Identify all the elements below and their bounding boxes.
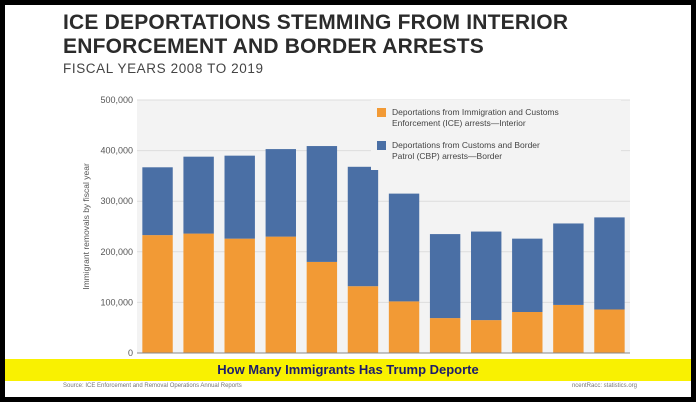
credit-note: ncentRacc: statistics.org — [571, 383, 637, 389]
bar-border — [347, 166, 379, 287]
legend-swatch-interior — [377, 108, 386, 117]
legend-swatch-border — [377, 141, 386, 150]
y-tick-label: 300,000 — [100, 196, 133, 206]
chart-title-line1: ICE DEPORTATIONS STEMMING FROM INTERIOR — [63, 11, 569, 34]
bar-border — [471, 231, 502, 321]
legend-label-interior: Deportations from Immigration and Custom… — [392, 107, 559, 128]
bar-border — [142, 167, 173, 236]
bar-border — [594, 217, 625, 310]
y-tick-label: 500,000 — [100, 95, 133, 105]
caption-banner: How Many Immigrants Has Trump Deporte — [5, 359, 691, 381]
bar-border — [224, 155, 255, 239]
bar-interior — [594, 309, 625, 353]
bar-interior — [471, 320, 502, 353]
bar-interior — [388, 301, 420, 353]
legend-label-border: Deportations from Customs and Border Patr… — [392, 140, 540, 161]
bar-interior — [512, 312, 543, 353]
bar-border — [388, 193, 420, 302]
source-note: Source: ICE Enforcement and Removal Oper… — [63, 383, 242, 389]
bar-border — [183, 156, 214, 234]
bar-border — [265, 149, 296, 237]
chart-title-line2: ENFORCEMENT AND BORDER ARRESTS — [63, 35, 484, 58]
bar-interior — [306, 261, 338, 353]
bar-interior — [142, 235, 173, 353]
bar-interior — [347, 286, 379, 353]
bar-border — [306, 146, 338, 262]
bar-border — [553, 223, 584, 305]
bar-border — [512, 238, 543, 313]
legend-box — [371, 100, 621, 170]
y-axis-label: Immigrant removals by fiscal year — [81, 163, 91, 290]
bar-interior — [429, 318, 461, 353]
chart-frame: ICE DEPORTATIONS STEMMING FROM INTERIOR … — [5, 5, 691, 397]
bar-border — [429, 234, 461, 319]
y-tick-label: 100,000 — [100, 297, 133, 307]
bar-interior — [265, 236, 296, 353]
y-tick-label: 400,000 — [100, 146, 133, 156]
stacked-bar-chart: 0 100,000 200,000 300,000 400,000 500,000 Immi… — [81, 95, 630, 368]
chart-subtitle: FISCAL YEARS 2008 TO 2019 — [63, 61, 264, 76]
bar-interior — [553, 304, 584, 353]
bar-interior — [183, 233, 214, 353]
y-tick-label: 0 — [128, 348, 133, 358]
bar-interior — [224, 238, 255, 353]
y-tick-label: 200,000 — [100, 247, 133, 257]
